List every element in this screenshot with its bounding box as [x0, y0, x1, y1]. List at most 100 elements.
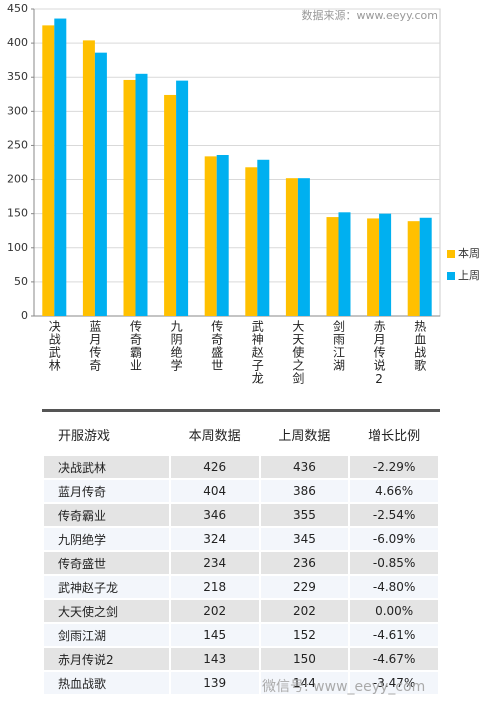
bar [135, 73, 148, 316]
table-cell: 236 [260, 552, 349, 574]
table-row: 蓝月传奇 404 386 4.66% [44, 480, 438, 502]
table-cell: 剑雨江湖 [44, 624, 169, 646]
table-cell: 139 [170, 672, 259, 694]
bar [245, 167, 258, 316]
table-row: 大天使之剑 202 202 0.00% [44, 600, 438, 622]
table-cell: 143 [170, 648, 259, 670]
bar [216, 154, 229, 316]
table-row: 赤月传说2 143 150 -4.67% [44, 648, 438, 670]
bar [326, 217, 339, 316]
watermark-text: 微信号: www_eeyy_com [262, 679, 426, 695]
header-row: 开服游戏 本周数据 上周数据 增长比例 [44, 414, 438, 454]
bar [367, 218, 380, 316]
y-tick-label: 0 [21, 309, 28, 322]
legend-swatch [447, 250, 455, 258]
x-tick-label: 九阴绝学 [169, 320, 184, 372]
x-tick-label: 传奇盛世 [209, 320, 224, 372]
table-grid: 开服游戏 本周数据 上周数据 增长比例 决战武林 426 436 -2.29% 蓝月传奇 404 3… [42, 412, 440, 696]
source-note: 数据来源：www.eeyy.com [302, 8, 438, 22]
x-tick-label: 传奇霸业 [128, 320, 143, 372]
y-tick-label: 100 [7, 241, 28, 254]
y-tick-label: 400 [7, 36, 28, 49]
bar [419, 217, 432, 316]
table-row: 九阴绝学 324 345 -6.09% [44, 528, 438, 550]
table-cell: 赤月传说2 [44, 648, 169, 670]
bar [297, 178, 310, 316]
bar [123, 79, 136, 316]
table-cell: 热血战歌 [44, 672, 169, 694]
bar [407, 221, 420, 316]
y-tick-label: 300 [7, 104, 28, 117]
table-cell: -4.67% [350, 648, 438, 670]
bar [54, 18, 67, 316]
bar [82, 40, 95, 316]
table-cell: 436 [260, 456, 349, 478]
table-cell: -4.80% [350, 576, 438, 598]
table: 开服游戏 本周数据 上周数据 增长比例 决战武林 426 436 -2.29% 蓝月传奇 404 3… [42, 409, 440, 696]
table-cell: 九阴绝学 [44, 528, 169, 550]
table-row: 剑雨江湖 145 152 -4.61% [44, 624, 438, 646]
table-cell: 武神赵子龙 [44, 576, 169, 598]
y-tick-label: 200 [7, 173, 28, 186]
table-cell: 218 [170, 576, 259, 598]
table-cell: -3.47% [350, 672, 438, 694]
x-tick-label: 大天使之剑 [290, 320, 305, 385]
bar [257, 159, 270, 316]
table-cell: 蓝月传奇 [44, 480, 169, 502]
legend-swatch [447, 272, 455, 280]
table-cell: 4.66% [350, 480, 438, 502]
x-tick-label: 赤月传说2 [372, 320, 387, 387]
table-cell: 229 [260, 576, 349, 598]
table-row: 武神赵子龙 218 229 -4.80% [44, 576, 438, 598]
table-cell: 144 [260, 672, 349, 694]
table-cell: 202 [260, 600, 349, 622]
table-cell: -2.29% [350, 456, 438, 478]
x-tick-label: 蓝月传奇 [87, 320, 102, 372]
bar [176, 80, 189, 316]
legend-label: 本周 [458, 246, 480, 260]
table-cell: 传奇盛世 [44, 552, 169, 574]
table-cell: 决战武林 [44, 456, 169, 478]
table-cell: 404 [170, 480, 259, 502]
chart: 数据来源：www.eeyy.com 0 50 100 150 200 250 300 350 4… [7, 2, 480, 322]
table-cell: 传奇霸业 [44, 504, 169, 526]
legend-label: 上周 [458, 269, 480, 282]
table-cell: 345 [260, 528, 349, 550]
bar [285, 178, 298, 316]
table-cell: 355 [260, 504, 349, 526]
table-row: 热血战歌 139 144 -3.47% [44, 672, 438, 694]
table-cell: -4.61% [350, 624, 438, 646]
table-cell: -6.09% [350, 528, 438, 550]
y-tick-label: 450 [7, 2, 28, 15]
y-tick-label: 350 [7, 70, 28, 83]
x-tick-label: 剑雨江湖 [331, 320, 346, 372]
table-cell: 346 [170, 504, 259, 526]
table-cell: 386 [260, 480, 349, 502]
table-cell: 234 [170, 552, 259, 574]
y-tick-label: 250 [7, 138, 28, 151]
bar [164, 94, 177, 317]
y-tick-label: 150 [7, 207, 28, 220]
bar [94, 52, 107, 316]
table-row: 决战武林 426 436 -2.29% [44, 456, 438, 478]
table-cell: 324 [170, 528, 259, 550]
x-tick-label: 武神赵子龙 [250, 320, 265, 385]
header-cell: 开服游戏 [58, 428, 111, 444]
table-cell: 大天使之剑 [44, 600, 169, 622]
table-row: 传奇盛世 234 236 -0.85% [44, 552, 438, 574]
table-cell: 145 [170, 624, 259, 646]
table-cell: 0.00% [350, 600, 438, 622]
table-cell: 150 [260, 648, 349, 670]
bar [379, 213, 392, 316]
header-cell: 本周数据 [188, 428, 241, 444]
table-row: 传奇霸业 346 355 -2.54% [44, 504, 438, 526]
y-tick-label: 50 [14, 275, 28, 288]
table-cell: 202 [170, 600, 259, 622]
bar [338, 212, 351, 316]
table-cell: 152 [260, 624, 349, 646]
x-tick-label: 决战武林 [47, 320, 62, 372]
header-cell: 上周数据 [278, 428, 331, 444]
table-cell: 426 [170, 456, 259, 478]
watermark: 微信号: www_eeyy_com [262, 676, 425, 696]
